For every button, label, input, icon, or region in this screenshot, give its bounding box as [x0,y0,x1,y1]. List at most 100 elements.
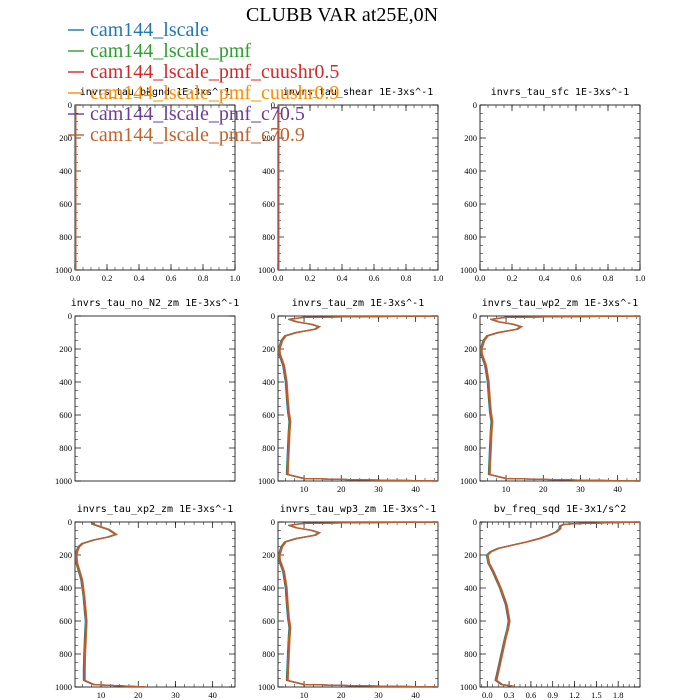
y-tick-label: 800 [262,443,275,453]
x-tick-label: 0.4 [337,273,348,283]
legend-label: cam144_lscale_pmf_c70.5 [90,103,305,125]
y-tick-label: 200 [464,344,477,354]
y-tick-label: 400 [464,583,477,593]
x-tick-label: 0.8 [198,273,209,283]
panel-4: invrs_tau_no_N2_zm 1E-3xs^-1 0 200 400 600 80… [55,298,239,486]
y-tick-label: 200 [59,550,72,560]
series-line-2 [278,522,438,687]
x-tick-label: 1.2 [569,690,580,700]
series-line-1 [480,316,640,481]
plot-frame [479,315,641,482]
x-tick-label: 0.6 [166,273,177,283]
y-tick-label: 0 [68,100,72,110]
series-line-1 [278,316,438,481]
y-tick-label: 600 [464,616,477,626]
x-tick-label: 0.0 [70,273,81,283]
y-tick-label: 1000 [55,265,72,275]
x-tick-label: 10 [300,690,309,700]
x-tick-label: 0.6 [369,273,380,283]
panel-title: invrs_tau_wp3_zm 1E-3xs^-1 [280,504,437,515]
y-tick-label: 800 [59,443,72,453]
panel-title: invrs_tau_sfc 1E-3xs^-1 [491,87,629,98]
y-tick-label: 0 [473,517,477,527]
series-line-5 [487,522,640,687]
series-line-1 [278,522,438,687]
series-line-4 [278,522,438,687]
legend-label: cam144_lscale_pmf_cuushr0.5 [90,61,339,83]
y-tick-label: 400 [262,583,275,593]
y-tick-label: 200 [262,133,275,143]
series-line-4 [486,522,640,687]
x-tick-label: 40 [411,484,420,494]
x-tick-label: 30 [576,484,585,494]
series-line-3 [278,522,438,687]
y-tick-label: 600 [464,410,477,420]
y-tick-label: 1000 [55,682,72,692]
y-tick-label: 400 [464,166,477,176]
y-tick-label: 400 [59,166,72,176]
x-tick-label: 1.0 [230,273,241,283]
legend-label: cam144_lscale_pmf_cuushr0.9 [90,82,339,104]
y-tick-label: 800 [59,232,72,242]
series-line-6 [481,316,640,481]
y-tick-label: 400 [59,583,72,593]
plot-frame [74,315,236,482]
x-tick-label: 30 [374,484,383,494]
panel-title: invrs_tau_bkgnd 1E-3xs^-1 [80,87,231,98]
series-line-4 [75,522,146,687]
y-tick-label: 600 [59,410,72,420]
panel-title: invrs_tau_xp2_zm 1E-3xs^-1 [77,504,234,515]
x-tick-label: 0.0 [273,273,284,283]
panel-title: bv_freq_sqd 1E-3x1/s^2 [494,504,626,515]
series-line-6 [487,522,640,687]
x-tick-label: 0.2 [102,273,113,283]
x-tick-label: 1.0 [635,273,646,283]
series-line-6 [279,522,438,687]
plot-frame [277,315,439,482]
panel-5: invrs_tau_zm 1E-3xs^-1 0 200 400 600 800 1000 1… [258,298,439,494]
series-line-1 [485,522,640,687]
y-tick-label: 0 [68,311,72,321]
x-tick-label: 20 [337,690,346,700]
legend-label: cam144_lscale_pmf [90,40,251,62]
y-tick-label: 0 [68,517,72,527]
series-line-2 [278,316,438,481]
x-tick-label: 1.5 [591,690,602,700]
y-tick-label: 200 [464,133,477,143]
x-tick-label: 0.6 [571,273,582,283]
series-line-5 [278,316,438,481]
plot-frame [479,104,641,271]
series-line-3 [278,316,438,481]
y-tick-label: 200 [59,133,72,143]
y-tick-label: 200 [262,344,275,354]
y-tick-label: 600 [464,199,477,209]
series-line-4 [480,316,640,481]
x-tick-label: 10 [97,690,106,700]
y-tick-label: 600 [262,410,275,420]
series-line-5 [75,522,147,687]
x-tick-label: 0.4 [539,273,550,283]
series-line-4 [278,316,438,481]
x-tick-label: 0.0 [475,273,486,283]
y-tick-label: 800 [464,443,477,453]
series-line-5 [480,316,640,481]
x-tick-label: 20 [539,484,548,494]
x-tick-label: 40 [208,690,217,700]
panel-2: invrs_tau_shear 1E-3xs^-1 0 200 400 600 800 10… [258,87,443,283]
series-line-2 [480,316,640,481]
figure-title: CLUBB VAR at25E,0N [246,4,438,26]
series-line-5 [278,522,438,687]
y-tick-label: 1000 [258,265,275,275]
legend: cam144_lscalecam144_lscale_pmfcam144_lsc… [68,19,339,146]
legend-label: cam144_lscale_pmf_c70.9 [90,124,305,146]
x-tick-label: 0.2 [507,273,518,283]
series-line-3 [486,522,640,687]
series-line-6 [76,522,147,687]
panel-9: bv_freq_sqd 1E-3x1/s^2 0 200 400 600 800 1000 0… [460,504,641,700]
y-tick-label: 800 [464,649,477,659]
y-tick-label: 600 [262,616,275,626]
y-tick-label: 0 [473,311,477,321]
x-tick-label: 0.8 [401,273,412,283]
panel-1: invrs_tau_bkgnd 1E-3xs^-1 0 200 400 600 800 10… [55,87,240,283]
